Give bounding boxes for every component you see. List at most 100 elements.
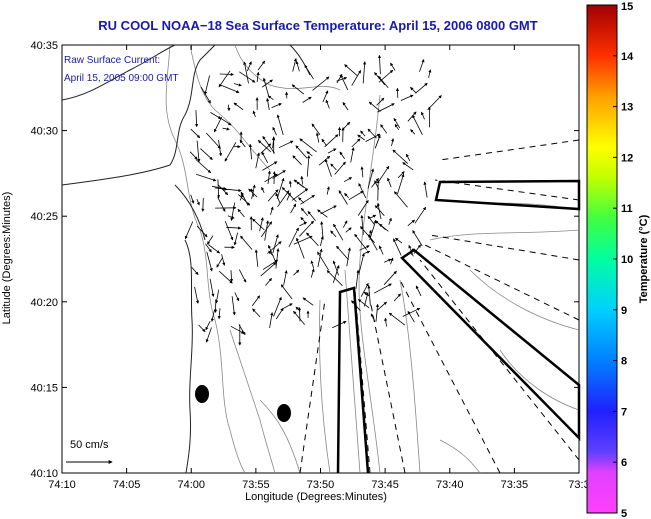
- current-vector: [367, 128, 377, 139]
- current-vector: [376, 202, 382, 219]
- current-vector: [378, 245, 384, 255]
- colorbar-tick-label: 8: [621, 356, 627, 368]
- current-vector: [333, 223, 344, 241]
- current-vector: [299, 220, 314, 237]
- colorbar-tick-label: 9: [621, 305, 627, 317]
- current-vector: [275, 307, 284, 320]
- x-axis-label: Longitude (Degrees:Minutes): [245, 491, 387, 503]
- current-vector: [299, 222, 308, 227]
- current-vector: [229, 270, 234, 283]
- current-vector: [384, 258, 392, 263]
- current-vector: [402, 307, 421, 317]
- current-vector: [345, 227, 352, 233]
- current-vector: [291, 188, 309, 201]
- x-tick-label: 74:05: [113, 479, 141, 491]
- current-vector: [320, 235, 324, 246]
- current-vector: [393, 117, 401, 129]
- current-vector: [388, 312, 406, 326]
- current-vector: [344, 64, 358, 76]
- solid-boxes: [336, 179, 581, 474]
- x-tick-label: 73:50: [307, 479, 335, 491]
- current-vector: [296, 181, 305, 188]
- current-vector: [207, 235, 214, 245]
- current-vector: [239, 193, 244, 201]
- current-vector: [227, 104, 231, 112]
- current-vector: [423, 181, 428, 198]
- current-vector: [293, 310, 306, 325]
- current-vector: [243, 61, 249, 84]
- colorbar-tick-label: 6: [621, 457, 627, 469]
- current-vector: [196, 140, 201, 163]
- current-vector: [221, 254, 226, 266]
- current-vector: [195, 173, 217, 182]
- current-vector: [336, 73, 343, 84]
- current-vector: [397, 173, 405, 195]
- current-vector: [377, 103, 395, 113]
- current-vector: [406, 153, 411, 162]
- current-vector: [354, 233, 368, 250]
- current-vector: [298, 197, 305, 204]
- current-vector: [267, 95, 274, 101]
- current-vector: [317, 209, 328, 218]
- current-vector: [262, 77, 270, 97]
- current-vectors: [184, 54, 442, 346]
- current-vector: [215, 289, 220, 304]
- current-vector: [367, 168, 375, 189]
- current-vector: [355, 269, 360, 289]
- current-vector: [325, 99, 330, 109]
- current-vector: [216, 257, 223, 268]
- current-vector: [342, 220, 348, 228]
- current-vector: [234, 292, 240, 302]
- current-vector: [275, 192, 281, 203]
- current-vector: [251, 295, 261, 307]
- current-vector: [260, 143, 272, 154]
- current-vector: [359, 245, 370, 251]
- current-vector: [209, 278, 215, 298]
- current-vector: [332, 264, 340, 284]
- current-vector: [204, 75, 210, 95]
- current-vector: [320, 205, 337, 215]
- current-vector: [257, 140, 272, 153]
- current-vector: [292, 155, 302, 166]
- current-vector: [360, 166, 364, 178]
- current-vector: [295, 306, 301, 312]
- current-vector: [369, 219, 377, 241]
- current-vector: [358, 183, 367, 199]
- station-dot-east: [277, 404, 291, 422]
- current-vector: [205, 243, 212, 253]
- current-vector: [252, 308, 261, 318]
- current-vector: [198, 324, 206, 332]
- current-vector: [321, 138, 328, 147]
- current-vector: [261, 186, 265, 193]
- current-vector: [255, 152, 261, 169]
- x-tick-label: 73:35: [501, 479, 529, 491]
- current-vector: [302, 96, 312, 103]
- current-vector: [264, 173, 278, 183]
- current-vector: [300, 175, 304, 185]
- current-vector: [269, 312, 274, 328]
- current-vector: [217, 197, 226, 212]
- current-vector: [357, 299, 370, 309]
- colorbar-gradient: [586, 4, 618, 514]
- x-tick-label: 74:10: [48, 479, 76, 491]
- current-vector: [226, 226, 242, 230]
- current-vector: [315, 132, 320, 143]
- x-axis: 74:10 74:05 74:00 73:55 73:50 73:45 73:40 73:35…: [48, 45, 590, 491]
- colorbar-tick-label: 13: [621, 102, 633, 114]
- current-vector: [310, 268, 315, 278]
- current-vector: [239, 139, 246, 148]
- current-vector: [252, 110, 256, 118]
- current-vector: [394, 123, 400, 131]
- current-vector: [351, 300, 361, 312]
- colorbar-tick-label: 10: [621, 254, 633, 266]
- current-vector: [194, 286, 200, 304]
- y-tick-label: 40:35: [30, 40, 58, 52]
- current-vector: [270, 206, 274, 215]
- current-vector: [304, 64, 314, 80]
- current-vector: [375, 303, 380, 322]
- current-vector: [360, 226, 375, 243]
- current-vector: [388, 217, 392, 225]
- current-vector: [201, 197, 205, 212]
- colorbar-tick-label: 5: [621, 508, 627, 519]
- colorbar: 15 14 13 12 11 10 9 8 7 6 5 Temperature (°C): [586, 1, 650, 519]
